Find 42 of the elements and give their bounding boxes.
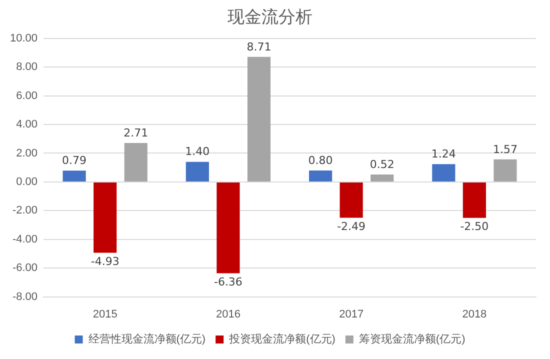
y-tick-label: -2.00 xyxy=(12,204,38,217)
bar xyxy=(432,164,456,182)
legend-label: 经营性现金流净额(亿元) xyxy=(88,332,206,346)
x-tick-label: 2016 xyxy=(216,308,240,320)
data-label: 0.80 xyxy=(308,154,333,167)
y-tick-label: 10.00 xyxy=(10,32,38,44)
y-tick-label: 8.00 xyxy=(16,61,38,74)
y-tick-label: -8.00 xyxy=(12,290,38,303)
data-label: -2.49 xyxy=(337,220,366,234)
bar xyxy=(124,143,148,182)
bar xyxy=(370,174,394,182)
data-label: 1.24 xyxy=(431,148,456,161)
bar xyxy=(462,182,486,218)
y-tick-label: -4.00 xyxy=(12,233,38,246)
bar xyxy=(94,182,117,253)
data-label: 1.57 xyxy=(492,142,518,156)
data-label: 8.71 xyxy=(246,40,272,54)
data-label: 0.79 xyxy=(62,154,87,167)
chart-title: 现金流分析 xyxy=(228,8,312,28)
data-label: 0.52 xyxy=(370,158,394,171)
bar xyxy=(247,56,271,182)
y-tick-label: 4.00 xyxy=(16,118,38,131)
data-label: 1.40 xyxy=(185,145,210,158)
bar xyxy=(494,159,517,182)
data-label: 2.71 xyxy=(124,126,148,140)
y-tick-label: 2.00 xyxy=(16,147,38,160)
data-label: -6.36 xyxy=(214,276,242,289)
bar xyxy=(309,170,332,182)
data-label: -4.93 xyxy=(90,255,120,268)
bar xyxy=(216,182,240,274)
y-tick-label: 6.00 xyxy=(16,90,38,102)
legend-label: 筹资现金流净额(亿元) xyxy=(358,332,466,346)
legend-label: 投资现金流净额(亿元) xyxy=(228,332,336,346)
y-tick-label: -6.00 xyxy=(12,262,38,274)
x-tick-label: 2017 xyxy=(339,308,364,320)
data-label: -2.50 xyxy=(460,220,489,234)
bar xyxy=(186,162,209,182)
x-tick-label: 2015 xyxy=(92,308,118,320)
x-tick-label: 2018 xyxy=(462,308,487,320)
y-tick-label: 0.00 xyxy=(16,176,38,188)
bar xyxy=(62,170,86,182)
bar xyxy=(340,182,363,218)
